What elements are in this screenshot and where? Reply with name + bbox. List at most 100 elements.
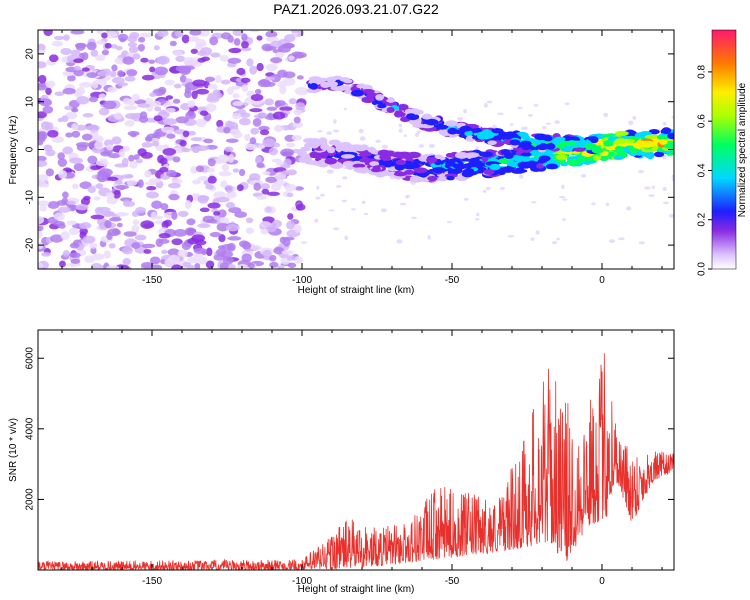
- heatmap-faint-cell: [499, 187, 506, 190]
- heatmap-noise-cell: [232, 168, 240, 173]
- heatmap-noise-cell: [169, 40, 177, 47]
- heatmap-ridge-cell: [592, 154, 601, 161]
- heatmap-noise-cell: [224, 146, 234, 152]
- heatmap-faint-cell: [552, 241, 557, 245]
- heatmap-noise-cell: [57, 206, 71, 213]
- heatmap-faint-cell: [398, 123, 403, 128]
- heatmap-ridge-cell: [427, 175, 438, 182]
- heatmap-noise-cell: [174, 30, 184, 38]
- heatmap-noise-cell: [256, 162, 265, 168]
- heatmap-noise-cell: [258, 112, 268, 118]
- heatmap-noise-cell: [288, 55, 295, 61]
- heatmap-faint-cell: [671, 116, 674, 119]
- heatmap-noise-cell: [106, 144, 114, 151]
- heatmap-noise-cell: [65, 111, 78, 120]
- heatmap-faint-cell: [562, 218, 566, 222]
- heatmap-noise-cell: [107, 31, 118, 39]
- heatmap-noise-cell: [57, 223, 66, 229]
- heatmap-noise-cell: [82, 235, 96, 244]
- heatmap-noise-cell: [139, 111, 148, 120]
- heatmap-ridge-cell: [545, 163, 559, 170]
- heatmap-ridge-cell: [603, 140, 614, 147]
- heatmap-noise-cell: [96, 206, 111, 213]
- heatmap-faint-cell: [483, 189, 487, 193]
- heatmap-noise-cell: [78, 81, 93, 88]
- heatmap-ridge-cell: [397, 103, 409, 111]
- heatmap-noise-cell: [131, 242, 141, 249]
- heatmap-ridge-cell: [356, 83, 366, 89]
- heatmap-ridge-cell: [381, 160, 393, 168]
- heatmap-ridge-cell: [614, 138, 627, 145]
- heatmap-noise-cell: [109, 70, 117, 78]
- colorbar-tick-label: 0.0: [697, 262, 708, 276]
- heatmap-ridge-cell: [340, 154, 355, 159]
- heatmap-ridge-cell: [444, 120, 458, 127]
- heatmap-noise-cell: [148, 59, 156, 64]
- heatmap-noise-cell: [140, 152, 153, 159]
- heatmap-noise-cell: [226, 86, 234, 95]
- heatmap-ridge-cell: [614, 130, 629, 136]
- heatmap-noise-cell: [233, 37, 241, 46]
- heatmap-noise-cell: [109, 217, 122, 222]
- heatmap-noise-cell: [294, 51, 307, 59]
- heatmap-ridge-cell: [343, 143, 352, 150]
- x-tick-label: -150: [142, 576, 162, 587]
- heatmap-noise-cell: [95, 40, 106, 45]
- heatmap-noise-cell: [156, 30, 169, 38]
- heatmap-noise-cell: [195, 88, 210, 95]
- heatmap-faint-cell: [483, 103, 488, 108]
- heatmap-noise-cell: [54, 91, 65, 97]
- heatmap-faint-cell: [671, 178, 674, 181]
- heatmap-noise-cell: [164, 79, 175, 86]
- heatmap-ridge-cell: [482, 129, 491, 135]
- heatmap-noise-cell: [95, 160, 109, 167]
- heatmap-noise-cell: [88, 243, 98, 249]
- heatmap-noise-cell: [256, 35, 263, 41]
- heatmap-noise-cell: [128, 45, 139, 54]
- heatmap-ridge-cell: [629, 147, 639, 154]
- heatmap-noise-cell: [197, 195, 209, 204]
- heatmap-xlabel: Height of straight line (km): [298, 285, 415, 296]
- heatmap-noise-cell: [250, 94, 264, 102]
- heatmap-noise-cell: [42, 105, 54, 114]
- heatmap-noise-cell: [161, 249, 168, 254]
- heatmap-noise-cell: [112, 189, 121, 199]
- heatmap-noise-cell: [244, 133, 251, 142]
- heatmap-noise-cell: [203, 138, 214, 144]
- heatmap-noise-cell: [197, 223, 211, 229]
- heatmap-faint-cell: [626, 206, 632, 211]
- heatmap-noise-cell: [69, 242, 80, 249]
- heatmap-noise-cell: [129, 160, 138, 169]
- heatmap-ridge-cell: [394, 164, 406, 171]
- heatmap-faint-cell: [335, 184, 342, 188]
- heatmap-noise-cell: [250, 245, 262, 251]
- heatmap-noise-cell: [281, 170, 290, 175]
- heatmap-noise-cell: [249, 30, 261, 33]
- heatmap-noise-cell: [122, 56, 135, 65]
- heatmap-noise-cell: [232, 112, 241, 120]
- heatmap-noise-cell: [91, 80, 99, 89]
- heatmap-noise-cell: [60, 231, 70, 240]
- heatmap-ridge-cell: [462, 163, 474, 169]
- heatmap-noise-cell: [227, 57, 242, 64]
- heatmap-ridge-cell: [479, 151, 493, 158]
- heatmap-noise-cell: [62, 250, 70, 258]
- x-tick-label: 0: [599, 275, 605, 286]
- heatmap-ridge-cell: [306, 87, 321, 94]
- heatmap-noise-cell: [38, 200, 49, 207]
- heatmap-noise-cell: [112, 228, 120, 236]
- colorbar-tick-label: 0.6: [697, 114, 708, 128]
- heatmap-noise-cell: [153, 115, 163, 122]
- snr-y-axis: 2000 4000 6000: [25, 347, 674, 511]
- heatmap-noise-cell: [219, 217, 230, 224]
- heatmap-noise-cell: [275, 51, 285, 59]
- heatmap-noise-cell: [162, 147, 177, 156]
- heatmap-noise-cell: [127, 35, 138, 43]
- heatmap-cells: [38, 30, 674, 269]
- heatmap-ridge-cell: [529, 149, 541, 156]
- heatmap-noise-cell: [73, 163, 85, 172]
- heatmap-noise-cell: [39, 204, 47, 212]
- heatmap-noise-cell: [177, 249, 188, 258]
- heatmap-noise-cell: [38, 215, 45, 225]
- heatmap-faint-cell: [605, 202, 610, 207]
